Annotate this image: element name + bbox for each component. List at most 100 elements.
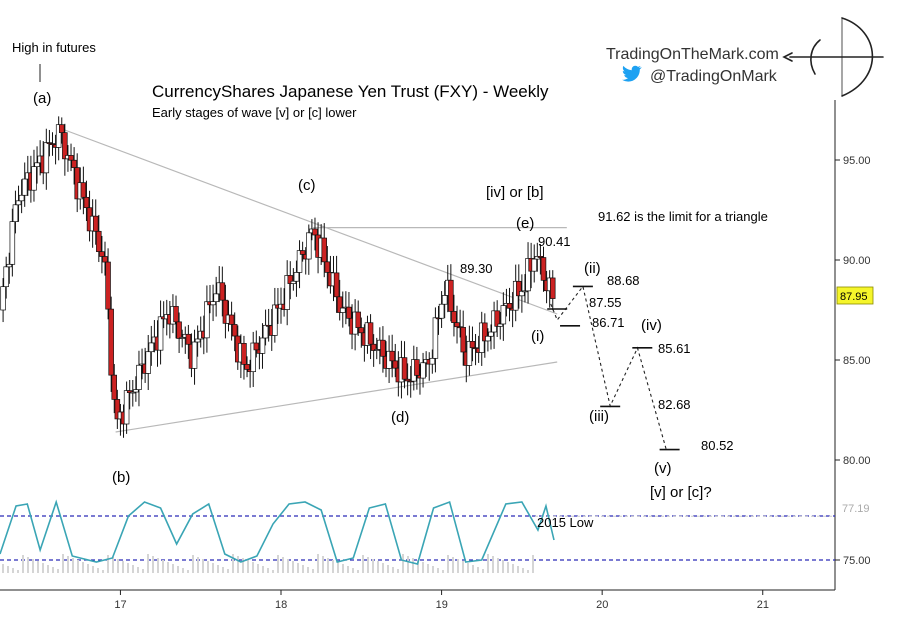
price-label-82-68: 82.68: [658, 397, 691, 412]
y-tick-label: 80.00: [843, 455, 871, 467]
candle-up: [262, 324, 269, 339]
candle-up: [43, 142, 50, 174]
candle-up: [31, 166, 37, 191]
triangle-limit-note: 91.62 is the limit for a triangle: [598, 209, 768, 224]
volume-bar: [477, 567, 479, 573]
volume-bar: [232, 554, 234, 573]
candle-up: [204, 301, 210, 339]
note-2015-low: 2015 Low: [537, 515, 594, 530]
volume-bar: [507, 562, 509, 573]
candle-down: [454, 322, 460, 328]
volume-bar: [42, 563, 44, 573]
candle-down: [108, 308, 114, 376]
candle-up: [272, 304, 278, 336]
volume-bar: [97, 568, 99, 573]
oscillator-panel: [0, 499, 835, 573]
volume-bar: [357, 570, 359, 573]
volume-bar: [297, 563, 299, 573]
candle-down: [460, 327, 466, 353]
current-price-box: [836, 286, 874, 305]
volume-bar: [487, 554, 489, 573]
volume-bar: [352, 568, 354, 573]
volume-bar: [317, 554, 319, 573]
chart-title: CurrencyShares Japanese Yen Trust (FXY) …: [152, 82, 549, 101]
volume-bar: [157, 558, 159, 573]
candle-up: [123, 390, 130, 425]
wave-label-iv: (iv): [641, 317, 662, 334]
volume-bar: [442, 570, 444, 573]
volume-bar: [492, 556, 494, 573]
price-label-86-71: 86.71: [592, 315, 625, 330]
volume-bar: [397, 569, 399, 573]
candle-down: [176, 321, 182, 339]
candle-down: [99, 251, 105, 257]
volume-bar: [197, 557, 199, 573]
volume-bar: [247, 560, 249, 573]
volume-bar: [112, 557, 114, 573]
candle-down: [355, 311, 361, 328]
volume-bar: [282, 557, 284, 573]
wave-label-c: (c): [298, 177, 316, 194]
candle-up: [420, 362, 426, 379]
volume-bar: [267, 568, 269, 573]
candle-up: [0, 286, 6, 311]
volume-bar: [532, 555, 534, 573]
volume-bar: [57, 569, 59, 573]
x-tick-label: 19: [436, 599, 448, 611]
volume-bar: [467, 563, 469, 573]
volume-bar: [212, 563, 214, 573]
volume-bar: [472, 565, 474, 573]
volume-bar: [182, 568, 184, 573]
wave-label-b: (b): [112, 469, 130, 486]
volume-bar: [327, 558, 329, 573]
volume-bar: [402, 554, 404, 573]
volume-bar: [337, 562, 339, 573]
volume-bar: [387, 565, 389, 573]
volume-bar: [437, 568, 439, 573]
volume-bar: [77, 560, 79, 573]
candle-down: [482, 322, 488, 342]
volume-bar: [527, 570, 529, 573]
wave-label-e: (e): [516, 215, 534, 232]
candle-down: [185, 333, 192, 345]
volume-bar: [457, 559, 459, 573]
volume-bar: [342, 564, 344, 573]
candle-down: [469, 341, 476, 349]
volume-bar: [67, 556, 69, 573]
oscillator-line: [0, 499, 555, 565]
volume-bar: [482, 569, 484, 573]
volume-bar: [202, 559, 204, 573]
candle-down: [550, 277, 556, 299]
trendline: [59, 127, 558, 315]
volume-bar: [147, 554, 149, 573]
volume-bar: [412, 558, 414, 573]
candle-up: [130, 391, 136, 394]
trendlines: [59, 127, 567, 433]
candle-up: [466, 341, 473, 366]
candle-up: [441, 295, 448, 305]
volume-bar: [2, 564, 4, 573]
volume-bar: [382, 563, 384, 573]
volume-bar: [272, 570, 274, 573]
candle-up: [432, 317, 439, 359]
volume-bar: [207, 561, 209, 573]
volume-bar: [262, 566, 264, 573]
volume-bar: [292, 561, 294, 573]
wave-label-iv-or-b: [iv] or [b]: [486, 184, 544, 201]
volume-bar: [47, 565, 49, 573]
volume-bar: [227, 569, 229, 573]
volume-bar: [152, 556, 154, 573]
candle-up: [136, 364, 142, 390]
candle-down: [231, 324, 238, 337]
volume-bar: [122, 561, 124, 573]
candle-down: [62, 132, 68, 160]
candle-up: [522, 290, 528, 293]
volume-bar: [242, 558, 244, 573]
projection-path: [550, 285, 667, 451]
candle-down: [321, 237, 327, 263]
candle-down: [102, 256, 108, 263]
candle-down: [253, 342, 260, 351]
candle-up: [21, 178, 28, 196]
volume-bar: [117, 559, 119, 573]
